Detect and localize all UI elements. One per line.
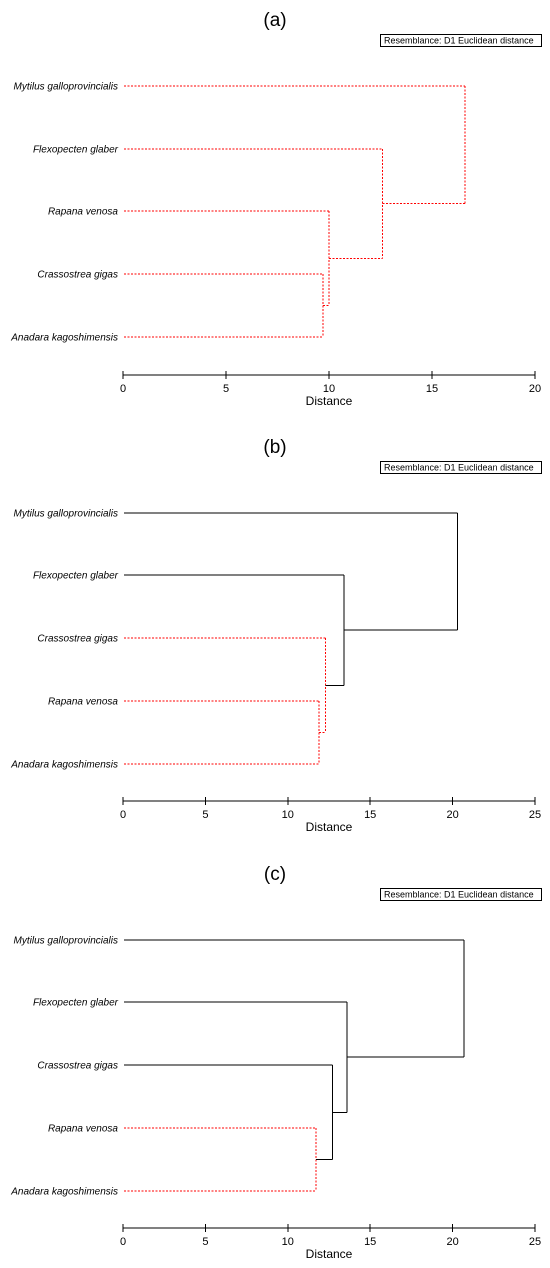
leaf-label: Rapana venosa	[48, 207, 118, 218]
leaf-label: Crassostrea gigas	[37, 1061, 118, 1072]
panel-label: (c)	[264, 864, 286, 885]
x-tick-label: 10	[323, 383, 335, 395]
leaf-label: Mytilus galloprovincialis	[14, 509, 118, 520]
x-tick-label: 25	[529, 809, 541, 821]
x-axis-title: Distance	[306, 394, 353, 408]
dendrogram-panel-c: (c) Resemblance: D1 Euclidean distance Myt…	[10, 864, 542, 1261]
legend-text: Resemblance: D1 Euclidean distance	[384, 890, 534, 900]
x-tick-label: 20	[446, 809, 458, 821]
leaf-label: Mytilus galloprovincialis	[14, 82, 118, 93]
legend-box	[380, 461, 542, 474]
leaf-label: Anadara kagoshimensis	[10, 1187, 118, 1198]
x-tick-label: 0	[120, 383, 126, 395]
panel-label: (a)	[263, 10, 286, 31]
legend-text: Resemblance: D1 Euclidean distance	[384, 463, 534, 473]
x-tick-label: 5	[223, 383, 229, 395]
x-tick-label: 15	[426, 383, 438, 395]
leaf-label: Crassostrea gigas	[37, 270, 118, 281]
x-axis-title: Distance	[306, 1247, 353, 1261]
leaf-label: Flexopecten glaber	[33, 998, 119, 1009]
leaf-label: Mytilus galloprovincialis	[14, 936, 118, 947]
leaf-label: Crassostrea gigas	[37, 634, 118, 645]
legend-box	[380, 888, 542, 901]
leaf-label: Flexopecten glaber	[33, 571, 119, 582]
x-tick-label: 0	[120, 809, 126, 821]
leaf-label: Flexopecten glaber	[33, 145, 119, 156]
x-tick-label: 5	[202, 809, 208, 821]
x-tick-label: 0	[120, 1236, 126, 1248]
x-tick-label: 25	[529, 1236, 541, 1248]
leaf-label: Rapana venosa	[48, 1124, 118, 1135]
legend-box	[380, 34, 542, 47]
leaf-label: Rapana venosa	[48, 697, 118, 708]
leaf-label: Anadara kagoshimensis	[10, 760, 118, 771]
leaf-label: Anadara kagoshimensis	[10, 333, 118, 344]
x-tick-label: 10	[282, 1236, 294, 1248]
x-tick-label: 10	[282, 809, 294, 821]
x-tick-label: 15	[364, 1236, 376, 1248]
x-axis-title: Distance	[306, 820, 353, 834]
panel-label: (b)	[263, 437, 286, 458]
x-tick-label: 20	[446, 1236, 458, 1248]
x-tick-label: 15	[364, 809, 376, 821]
x-tick-label: 5	[202, 1236, 208, 1248]
x-tick-label: 20	[529, 383, 541, 395]
legend-text: Resemblance: D1 Euclidean distance	[384, 36, 534, 46]
dendrogram-panel-b: (b) Resemblance: D1 Euclidean distance Myt…	[10, 437, 542, 834]
dendrogram-panel-a: (a) Resemblance: D1 Euclidean distance Myt…	[10, 10, 542, 408]
